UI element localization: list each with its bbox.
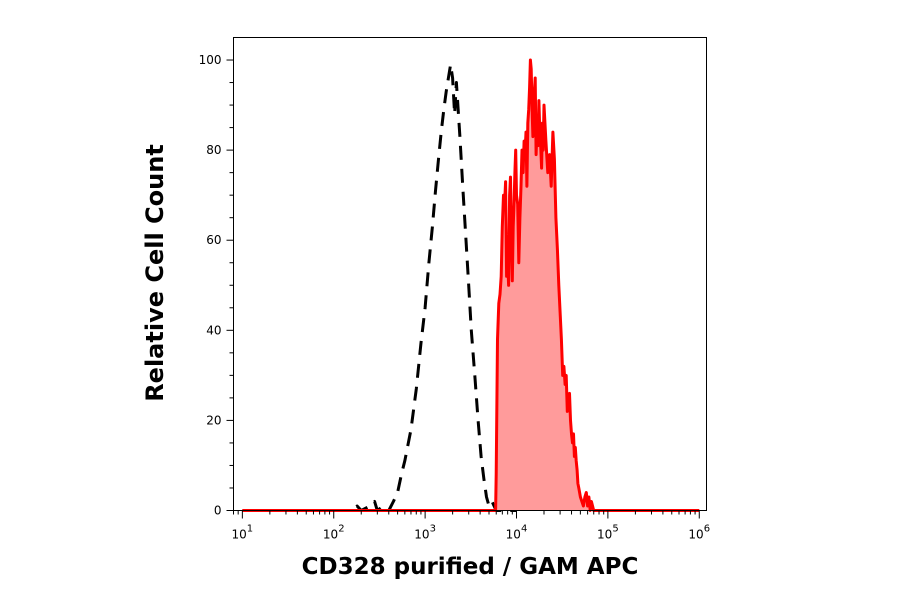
series-0-line: [242, 63, 517, 512]
x-tick-label: 105: [597, 524, 619, 542]
y-tick-label: 80: [206, 143, 221, 157]
x-axis-title: CD328 purified / GAM APC: [302, 554, 639, 580]
x-tick-label: 101: [232, 524, 254, 542]
x-tick-label: 104: [506, 524, 528, 542]
series-layer: [242, 58, 700, 512]
x-tick-label: 103: [414, 524, 436, 542]
series-1-fill: [242, 60, 700, 511]
tick-layer: 0 20 40 60 80 100 101 102 103 104 105 106: [199, 53, 710, 541]
y-tick-label: 60: [206, 233, 221, 247]
plot-frame: [233, 37, 707, 511]
series-1-line: [242, 58, 700, 512]
y-tick-label: 20: [206, 413, 221, 427]
y-tick-label: 0: [214, 504, 222, 518]
y-axis-title: Relative Cell Count: [141, 144, 169, 402]
y-tick-label: 40: [206, 323, 221, 337]
x-tick-label: 102: [323, 524, 345, 542]
y-tick-label: 100: [199, 53, 222, 67]
x-tick-label: 106: [688, 524, 710, 542]
